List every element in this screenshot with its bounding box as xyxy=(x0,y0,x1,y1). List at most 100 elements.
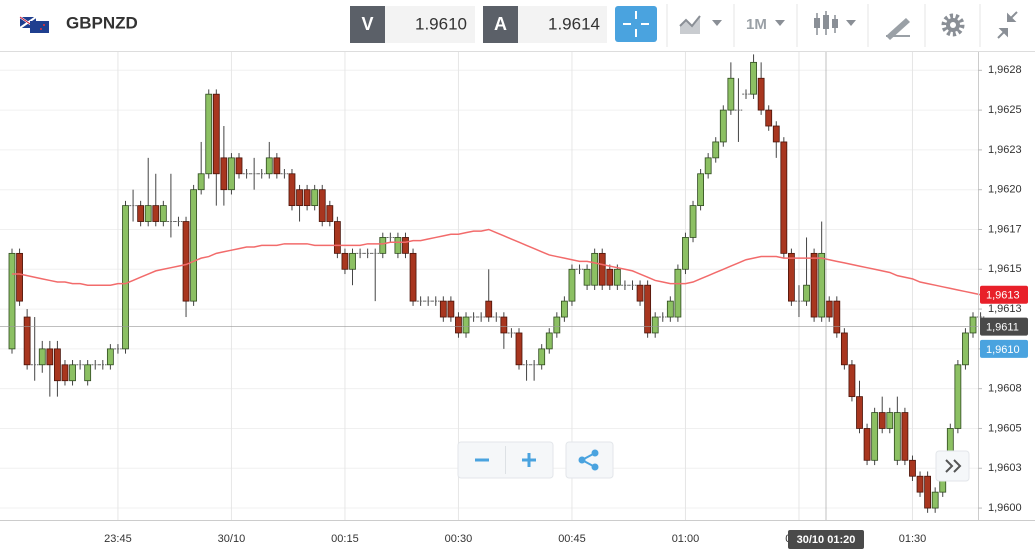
candle-body xyxy=(197,173,205,191)
candle-body xyxy=(303,189,311,207)
bid-price-marker-label: 1,9610 xyxy=(986,344,1020,356)
candle-body xyxy=(205,93,213,175)
candle-body xyxy=(379,237,387,254)
ask-price: 1.9614 xyxy=(548,14,600,33)
candle-body xyxy=(909,459,916,477)
candle-body xyxy=(159,205,167,222)
candle-body xyxy=(878,412,886,429)
x-tick-label: 23:45 xyxy=(104,533,132,545)
candle-body xyxy=(500,316,508,334)
y-tick-label: 1,9613 xyxy=(988,303,1022,315)
candle-body xyxy=(606,268,614,286)
ask-button[interactable] xyxy=(483,6,518,43)
candle-body xyxy=(553,316,561,334)
overlay-price-box xyxy=(980,285,1028,304)
y-tick-label: 1,9617 xyxy=(988,223,1022,235)
crosshair-price-box xyxy=(980,317,1028,336)
ask-label: A xyxy=(494,14,507,34)
candle-body xyxy=(296,189,303,207)
candle-body xyxy=(818,252,826,318)
candle-body xyxy=(220,157,228,191)
candle-body xyxy=(311,189,319,207)
candle-body xyxy=(122,205,129,350)
candle-body xyxy=(568,268,576,302)
candle-body xyxy=(901,412,909,461)
candle-body xyxy=(333,221,341,254)
candle-body xyxy=(644,284,652,334)
candle-body xyxy=(682,237,689,270)
candle-body xyxy=(772,125,780,143)
candle-body xyxy=(765,109,773,127)
candle-body xyxy=(273,157,281,175)
x-tick-label: 01:30 xyxy=(899,533,927,545)
candle-body xyxy=(485,300,493,318)
candle-body xyxy=(439,300,447,318)
y-tick-label: 1,9600 xyxy=(988,502,1022,514)
candle-body xyxy=(137,205,145,222)
candle-body xyxy=(719,109,727,143)
candle-body xyxy=(106,348,114,366)
candle-body xyxy=(689,205,697,238)
candle-body xyxy=(750,61,757,95)
candle-body xyxy=(545,332,553,350)
candle-body xyxy=(840,332,848,366)
flag-icon xyxy=(19,16,49,33)
toolbar: GBPNZD V 1.9610 A 1.9614 1M xyxy=(0,0,1035,52)
candle-body xyxy=(674,268,682,318)
candle-body xyxy=(780,141,788,254)
candle-body xyxy=(538,348,546,366)
candle-body xyxy=(583,268,591,286)
candle-body xyxy=(152,205,160,222)
candle-body xyxy=(916,475,924,493)
candle-body xyxy=(810,252,818,318)
candle-body xyxy=(265,157,273,175)
candle-body xyxy=(757,77,765,111)
x-tick-label: 01:00 xyxy=(672,533,700,545)
x-tick-label: 00:30 xyxy=(445,533,473,545)
collapse-button[interactable] xyxy=(997,11,1018,39)
zoom-in-button[interactable] xyxy=(522,453,536,467)
chart-type-button[interactable] xyxy=(679,15,722,34)
draw-button[interactable] xyxy=(886,18,910,40)
settings-button[interactable] xyxy=(941,13,965,37)
y-tick-label: 1,9603 xyxy=(988,462,1022,474)
candle-body xyxy=(962,332,969,366)
candle-body xyxy=(23,316,31,366)
candle-body xyxy=(235,157,243,175)
candle-body xyxy=(788,252,795,302)
candle-body xyxy=(598,252,606,286)
candle-body xyxy=(591,252,599,286)
candle-body xyxy=(394,237,402,254)
candle-body xyxy=(409,252,417,302)
candle-body xyxy=(969,316,977,334)
scroll-right-button[interactable] xyxy=(935,450,970,482)
x-tick-label: 30/10 xyxy=(218,533,246,545)
candle-body xyxy=(886,412,894,429)
candle-body xyxy=(697,173,704,207)
candle-body xyxy=(871,412,879,461)
overlay-price-label: 1,9613 xyxy=(986,290,1020,302)
plot-area xyxy=(0,52,985,520)
bid-box xyxy=(385,6,475,43)
crosshair-button[interactable] xyxy=(615,6,657,42)
candle-body xyxy=(326,205,334,222)
candle-body xyxy=(825,300,833,318)
candle-body xyxy=(931,491,939,509)
candle-body xyxy=(144,205,152,222)
candle-type-button[interactable] xyxy=(814,11,856,35)
bid-button[interactable] xyxy=(350,6,385,43)
crosshair-time: 30/10 01:20 xyxy=(797,534,856,546)
candle-body xyxy=(833,300,841,334)
timeframe-caret[interactable] xyxy=(775,20,785,26)
candle-body xyxy=(16,252,23,302)
x-tick-label: 00:15 xyxy=(331,533,359,545)
candle-body xyxy=(190,189,198,302)
timeframe[interactable]: 1M xyxy=(746,16,767,33)
candle-body xyxy=(727,77,735,111)
share-button[interactable] xyxy=(565,441,614,479)
candle-body xyxy=(704,157,712,175)
candle-body xyxy=(803,284,810,302)
candle-body xyxy=(318,189,326,222)
candle-body xyxy=(636,284,644,302)
